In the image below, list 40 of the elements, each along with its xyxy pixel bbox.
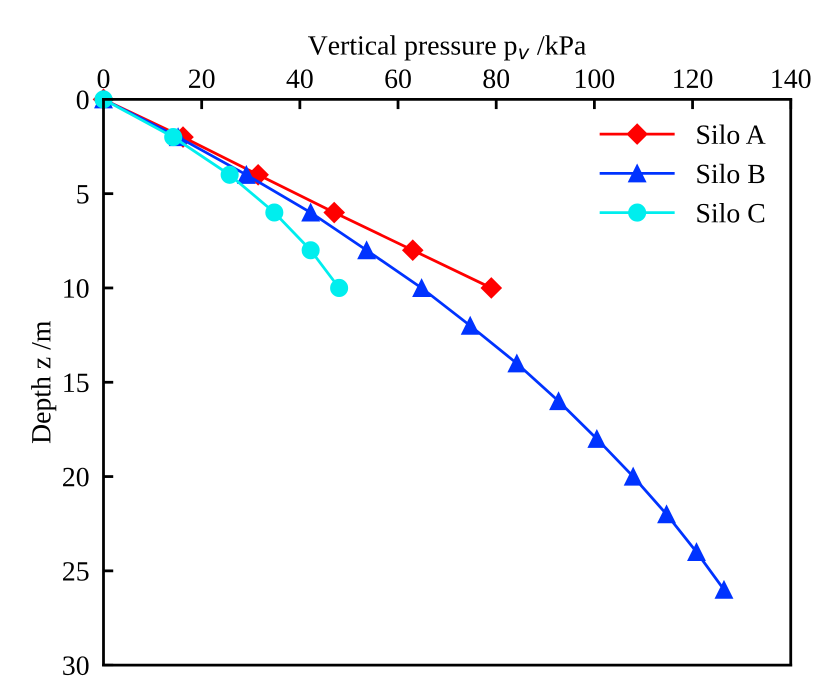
- x-tick-label: 80: [483, 69, 510, 88]
- point: [461, 316, 480, 335]
- y-tick-label: 30: [63, 656, 89, 676]
- x-axis-title: Vertical pressure p$_{v}$ /kPa: [308, 35, 586, 60]
- point: [302, 203, 320, 222]
- x-tick-label: 140: [772, 69, 811, 88]
- point: [588, 430, 606, 448]
- x-tick-label: 20: [189, 69, 215, 88]
- x-tick-label: 100: [576, 69, 614, 88]
- x-tick-label: 60: [385, 69, 411, 88]
- x-tick-label: 40: [286, 69, 313, 88]
- x-tick-label: 120: [674, 69, 712, 88]
- point: [714, 580, 734, 599]
- point: [330, 278, 348, 297]
- point: [220, 166, 239, 184]
- y-tick-label: 15: [64, 374, 89, 392]
- legend-label: Silo C: [697, 203, 764, 223]
- point: [508, 354, 526, 372]
- point: [658, 505, 676, 524]
- point: [550, 392, 568, 410]
- point: [164, 128, 182, 146]
- point: [302, 241, 320, 260]
- point: [265, 203, 284, 222]
- legend-label: Silo B: [697, 164, 764, 184]
- y-tick-label: 0: [76, 90, 89, 110]
- point: [480, 277, 502, 298]
- legend-label: Silo A: [697, 124, 766, 144]
- point: [402, 240, 424, 261]
- y-tick-label: 20: [63, 468, 89, 486]
- point: [237, 166, 256, 184]
- point: [324, 202, 345, 224]
- y-axis-title: Depth z /m: [31, 320, 56, 444]
- point: [412, 278, 431, 297]
- point: [358, 241, 376, 260]
- y-tick-label: 25: [63, 562, 89, 581]
- y-tick-label: 10: [64, 279, 89, 298]
- y-tick-label: 5: [77, 185, 89, 204]
- point: [687, 542, 706, 562]
- point: [624, 468, 642, 486]
- x-tick-label: 0: [98, 69, 110, 88]
